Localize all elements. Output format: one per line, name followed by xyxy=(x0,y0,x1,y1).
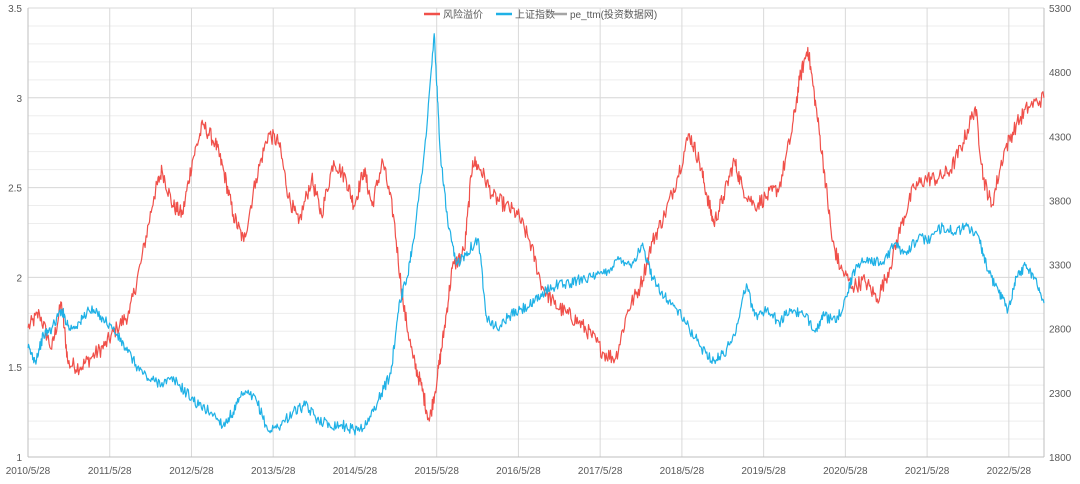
x-tick-label: 2021/5/28 xyxy=(905,466,950,477)
x-tick-label: 2017/5/28 xyxy=(578,466,623,477)
right-tick-label: 5300 xyxy=(1049,4,1072,15)
x-tick-label: 2015/5/28 xyxy=(414,466,459,477)
left-tick-label: 2.5 xyxy=(8,184,22,195)
x-tick-label: 2019/5/28 xyxy=(741,466,786,477)
right-axis-ticks: 1800 2300 2800 3300 3800 4300 4800 5300 xyxy=(1049,4,1072,464)
series-line-2 xyxy=(27,33,1045,436)
left-tick-label: 1 xyxy=(16,453,22,464)
x-tick-label: 2013/5/28 xyxy=(251,466,296,477)
x-tick-label: 2022/5/28 xyxy=(987,466,1032,477)
legend[interactable]: 风险溢价 上证指数 pe_ttm(投资数据网) xyxy=(424,8,657,21)
series-line-1 xyxy=(27,46,1045,422)
legend-label-2: 上证指数 xyxy=(515,8,555,21)
right-tick-label: 3300 xyxy=(1049,261,1072,272)
right-tick-label: 3800 xyxy=(1049,196,1072,207)
right-tick-label: 4800 xyxy=(1049,68,1072,79)
x-tick-label: 2018/5/28 xyxy=(660,466,705,477)
series-layer xyxy=(27,33,1045,436)
right-tick-label: 1800 xyxy=(1049,453,1072,464)
left-tick-label: 1.5 xyxy=(8,363,22,374)
x-tick-label: 2010/5/28 xyxy=(6,466,51,477)
x-tick-label: 2020/5/28 xyxy=(823,466,868,477)
x-tick-label: 2016/5/28 xyxy=(496,466,541,477)
right-tick-label: 4300 xyxy=(1049,132,1072,143)
left-tick-label: 3.5 xyxy=(8,4,22,15)
legend-label-3: pe_ttm(投资数据网) xyxy=(570,8,657,21)
right-tick-label: 2300 xyxy=(1049,389,1072,400)
x-tick-label: 2012/5/28 xyxy=(169,466,214,477)
x-axis-ticks: 2010/5/28 2011/5/28 2012/5/28 2013/5/28 2014… xyxy=(6,466,1032,477)
legend-label-1: 风险溢价 xyxy=(443,8,483,21)
right-tick-label: 2800 xyxy=(1049,325,1072,336)
left-tick-label: 2 xyxy=(16,273,22,284)
left-tick-label: 3 xyxy=(16,94,22,105)
x-tick-label: 2011/5/28 xyxy=(88,466,132,477)
left-axis-ticks: 1 1.5 2 2.5 3 3.5 xyxy=(8,4,22,464)
x-tick-label: 2014/5/28 xyxy=(333,466,378,477)
